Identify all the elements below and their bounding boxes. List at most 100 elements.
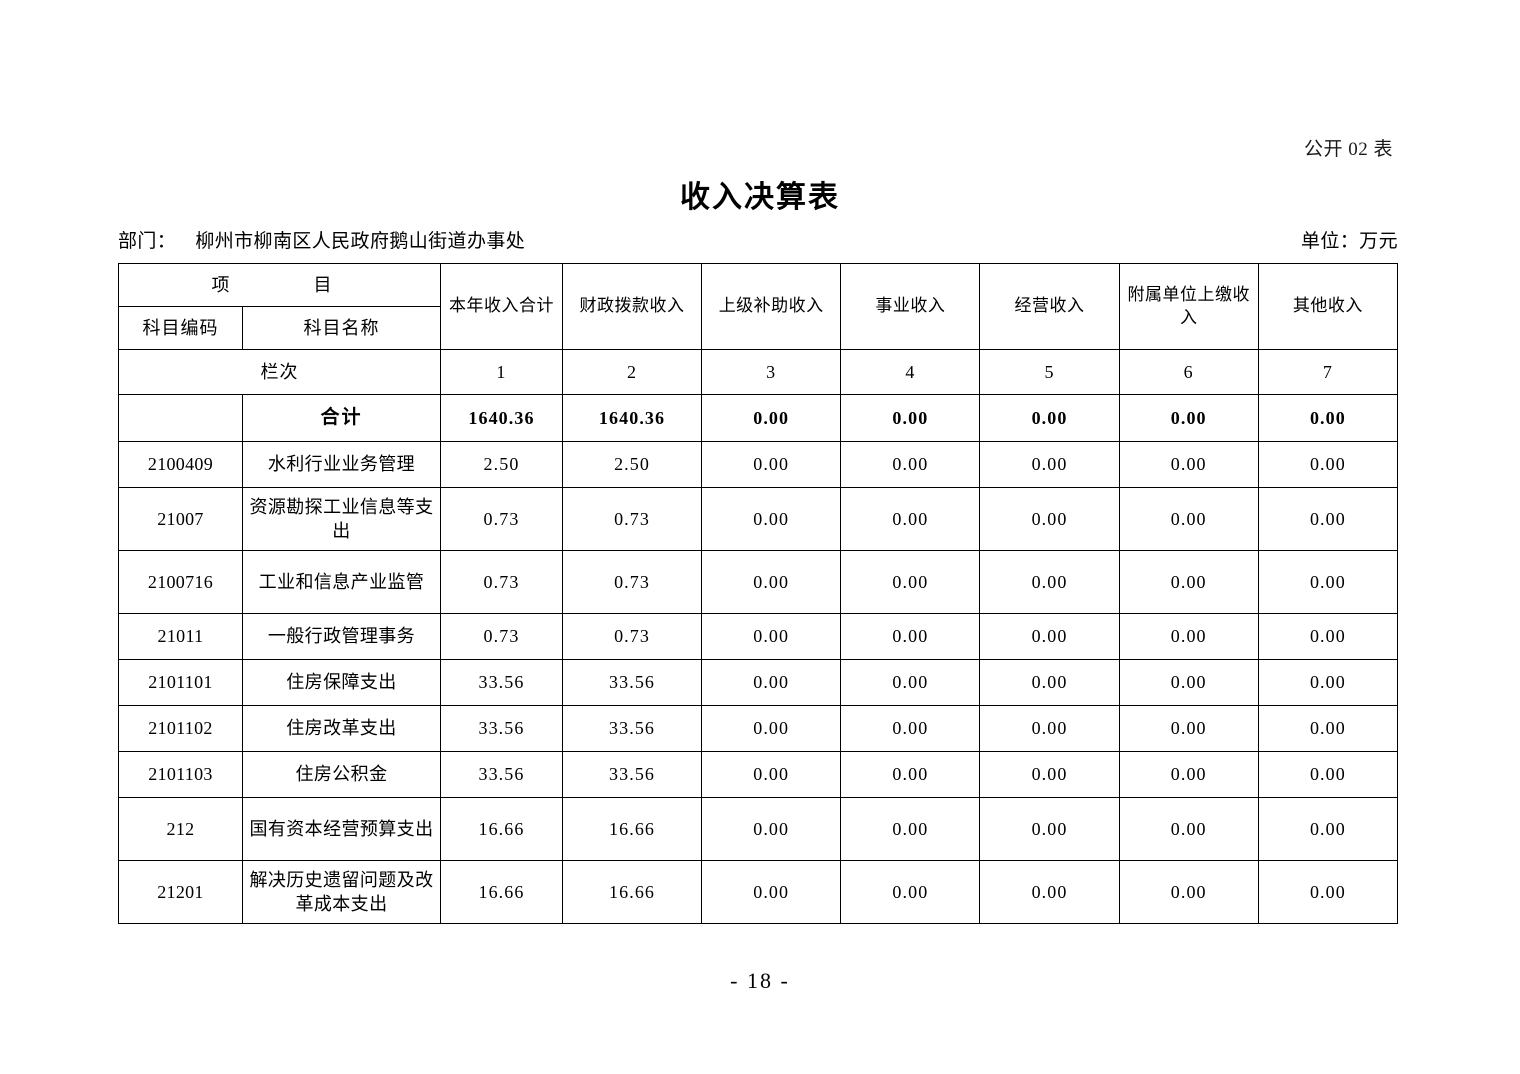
row-value-6: 0.00: [1118, 659, 1259, 706]
table-row: 212 国有资本经营预算支出 16.66 16.66 0.00 0.00 0.00 0.00 0…: [118, 797, 1399, 861]
row-value-4: 0.00: [840, 860, 981, 924]
row-value-2: 0.73: [561, 613, 703, 660]
header-col-1: 本年收入合计: [440, 263, 563, 350]
row-subject-code: 21011: [118, 613, 243, 660]
table-row: 2101103 住房公积金 33.56 33.56 0.00 0.00 0.00 0.00 0.…: [118, 751, 1399, 798]
row-subject-code: 2100409: [118, 441, 243, 488]
page-number: - 18 -: [730, 968, 790, 993]
row-value-4: 0.00: [840, 705, 981, 752]
form-number: 公开 02 表: [1303, 139, 1393, 160]
row-value-3: 0.00: [701, 487, 842, 551]
row-subject-code: 212: [118, 797, 243, 861]
row-value-5: 0.00: [979, 613, 1120, 660]
total-value-7: 0.00: [1257, 394, 1399, 442]
rank-label: 栏次: [117, 349, 442, 395]
row-value-3: 0.00: [701, 659, 842, 706]
header-col-4: 事业收入: [840, 263, 981, 350]
row-value-4: 0.00: [840, 613, 981, 660]
row-value-7: 0.00: [1257, 613, 1399, 660]
row-subject-code: 2101103: [118, 751, 243, 798]
row-value-5: 0.00: [979, 751, 1120, 798]
row-value-5: 0.00: [979, 441, 1120, 488]
row-value-6: 0.00: [1118, 705, 1259, 752]
row-value-7: 0.00: [1257, 487, 1399, 551]
total-value-4: 0.00: [840, 394, 981, 442]
table-row: 2101102 住房改革支出 33.56 33.56 0.00 0.00 0.00 0.00 0…: [118, 705, 1399, 752]
rank-number-2: 2: [561, 349, 703, 395]
row-value-7: 0.00: [1257, 797, 1399, 861]
row-value-6: 0.00: [1118, 751, 1259, 798]
row-value-5: 0.00: [979, 487, 1120, 551]
header-group-item: 项 目: [117, 263, 442, 307]
rank-number-1: 1: [440, 349, 563, 395]
row-subject-name: 住房改革支出: [241, 705, 442, 752]
row-subject-code: 21007: [118, 487, 243, 551]
row-value-1: 2.50: [440, 441, 563, 488]
document-meta: 部门： 柳州市柳南区人民政府鹅山街道办事处 单位：万元: [118, 226, 1398, 254]
header-col-3: 上级补助收入: [701, 263, 842, 350]
row-value-3: 0.00: [701, 751, 842, 798]
row-value-6: 0.00: [1118, 487, 1259, 551]
row-value-7: 0.00: [1257, 751, 1399, 798]
row-subject-code: 2101101: [118, 659, 243, 706]
row-value-7: 0.00: [1257, 659, 1399, 706]
header-col-6: 附属单位上缴收入: [1118, 263, 1259, 350]
row-value-7: 0.00: [1257, 441, 1399, 488]
header-col-2: 财政拨款收入: [561, 263, 703, 350]
row-value-5: 0.00: [979, 705, 1120, 752]
row-subject-name: 住房保障支出: [241, 659, 442, 706]
row-value-4: 0.00: [840, 550, 981, 614]
row-subject-name: 一般行政管理事务: [241, 613, 442, 660]
row-value-7: 0.00: [1257, 705, 1399, 752]
row-value-1: 33.56: [440, 751, 563, 798]
row-value-2: 0.73: [561, 487, 703, 551]
row-subject-code: 2101102: [118, 705, 243, 752]
row-value-4: 0.00: [840, 487, 981, 551]
row-value-2: 33.56: [561, 659, 703, 706]
unit-note: 单位：万元: [1300, 231, 1398, 252]
row-value-3: 0.00: [701, 705, 842, 752]
table-row: 21007 资源勘探工业信息等支出 0.73 0.73 0.00 0.00 0.00 0.00…: [118, 487, 1399, 551]
row-subject-name: 住房公积金: [241, 751, 442, 798]
table-row: 2100716 工业和信息产业监管 0.73 0.73 0.00 0.00 0.00 0.00…: [118, 550, 1399, 614]
total-value-5: 0.00: [979, 394, 1120, 442]
row-subject-name: 水利行业业务管理: [241, 441, 442, 488]
row-value-6: 0.00: [1118, 441, 1259, 488]
table-total-row: 合计 1640.36 1640.36 0.00 0.00 0.00 0.00 0.00: [118, 394, 1399, 442]
row-value-3: 0.00: [701, 613, 842, 660]
total-value-2: 1640.36: [561, 394, 703, 442]
table-row: 2101101 住房保障支出 33.56 33.56 0.00 0.00 0.00 0.00 0…: [118, 659, 1399, 706]
row-subject-name: 国有资本经营预算支出: [241, 797, 442, 861]
row-value-1: 0.73: [440, 487, 563, 551]
total-label: 合计: [241, 394, 442, 442]
row-value-5: 0.00: [979, 860, 1120, 924]
row-value-2: 16.66: [561, 860, 703, 924]
row-value-4: 0.00: [840, 751, 981, 798]
row-value-6: 0.00: [1118, 550, 1259, 614]
header-col-7: 其他收入: [1257, 263, 1399, 350]
row-value-1: 0.73: [440, 613, 563, 660]
row-value-7: 0.00: [1257, 860, 1399, 924]
table-row: 2100409 水利行业业务管理 2.50 2.50 0.00 0.00 0.00 0.00 0…: [118, 441, 1399, 488]
row-value-2: 2.50: [561, 441, 703, 488]
rank-number-5: 5: [979, 349, 1120, 395]
row-subject-code: 21201: [118, 860, 243, 924]
total-value-1: 1640.36: [440, 394, 563, 442]
header-col-5: 经营收入: [979, 263, 1120, 350]
row-value-2: 0.73: [561, 550, 703, 614]
row-subject-name: 工业和信息产业监管: [241, 550, 442, 614]
row-value-1: 33.56: [440, 659, 563, 706]
total-value-6: 0.00: [1118, 394, 1259, 442]
row-value-1: 0.73: [440, 550, 563, 614]
row-value-4: 0.00: [840, 797, 981, 861]
table-row: 21201 解决历史遗留问题及改革成本支出 16.66 16.66 0.00 0.00 0.…: [118, 860, 1399, 924]
row-value-1: 16.66: [440, 860, 563, 924]
rank-number-3: 3: [701, 349, 842, 395]
page-title: 收入决算表: [680, 181, 840, 214]
row-subject-code: 2100716: [118, 550, 243, 614]
row-value-1: 16.66: [440, 797, 563, 861]
row-value-4: 0.00: [840, 441, 981, 488]
row-value-2: 33.56: [561, 705, 703, 752]
row-subject-name: 资源勘探工业信息等支出: [241, 487, 442, 551]
